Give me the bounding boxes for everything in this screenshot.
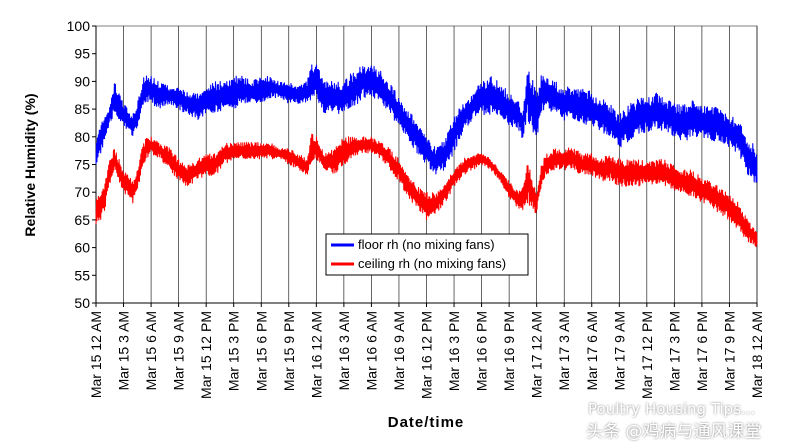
watermark-credit: 头条 @鸡病与通风课堂 [586, 422, 762, 442]
x-tick-label: Mar 16 9 AM [391, 311, 407, 390]
x-axis-ticks: Mar 15 12 AM Mar 15 3 AM Mar 15 6 AM Mar 15… [88, 303, 765, 399]
series-ceiling-line [95, 133, 758, 248]
x-tick-label: Mar 15 12 PM [198, 311, 214, 399]
y-axis-title: Relative Humidity (%) [22, 93, 38, 236]
y-tick-label: 65 [74, 212, 90, 228]
y-tick-label: 90 [74, 73, 90, 89]
y-tick-label: 85 [74, 101, 90, 117]
legend: floor rh (no mixing fans) ceiling rh (no… [325, 233, 529, 276]
x-tick-label: Mar 16 12 AM [308, 311, 324, 398]
x-axis-title: Date/time [388, 414, 465, 431]
x-tick-label: Mar 17 9 PM [721, 311, 737, 391]
x-tick-label: Mar 16 9 PM [501, 311, 517, 391]
x-tick-label: Mar 17 12 PM [639, 311, 655, 399]
x-tick-label: Mar 17 12 AM [529, 311, 545, 398]
x-tick-label: Mar 16 6 AM [363, 311, 379, 390]
x-tick-label: Mar 17 3 PM [666, 311, 682, 391]
y-tick-label: 95 [74, 46, 90, 62]
x-tick-label: Mar 16 12 PM [419, 311, 435, 399]
y-tick-label: 60 [74, 240, 90, 256]
x-tick-label: Mar 17 9 AM [611, 311, 627, 390]
x-tick-label: Mar 15 3 AM [116, 311, 132, 390]
x-tick-label: Mar 18 12 AM [749, 311, 765, 398]
x-tick-label: Mar 17 6 AM [584, 311, 600, 390]
legend-label-floor: floor rh (no mixing fans) [358, 237, 495, 252]
x-tick-label: Mar 16 3 PM [446, 311, 462, 391]
x-tick-label: Mar 17 6 PM [694, 311, 710, 391]
x-tick-label: Mar 16 6 PM [474, 311, 490, 391]
x-tick-label: Mar 15 6 AM [143, 311, 159, 390]
x-tick-label: Mar 15 9 AM [171, 311, 187, 390]
y-axis-ticks: 50 55 60 65 70 75 80 85 90 95 100 [67, 18, 96, 311]
x-tick-label: Mar 15 9 PM [281, 311, 297, 391]
y-tick-label: 70 [74, 184, 90, 200]
x-tick-label: Mar 15 3 PM [226, 311, 242, 391]
y-tick-label: 50 [74, 295, 90, 311]
y-tick-label: 100 [67, 18, 91, 34]
series-floor-line [95, 64, 758, 183]
legend-box [325, 233, 529, 276]
legend-label-ceiling: ceiling rh (no mixing fans) [358, 256, 506, 271]
watermark-source: Poultry Housing Tips... [588, 400, 756, 418]
x-tick-label: Mar 15 12 AM [88, 311, 104, 398]
x-tick-label: Mar 16 3 AM [336, 311, 352, 390]
plot-area [95, 25, 758, 304]
y-tick-label: 55 [74, 267, 90, 283]
y-tick-label: 80 [74, 129, 90, 145]
y-tick-label: 75 [74, 157, 90, 173]
x-tick-label: Mar 17 3 AM [556, 311, 572, 390]
x-tick-label: Mar 15 6 PM [253, 311, 269, 391]
